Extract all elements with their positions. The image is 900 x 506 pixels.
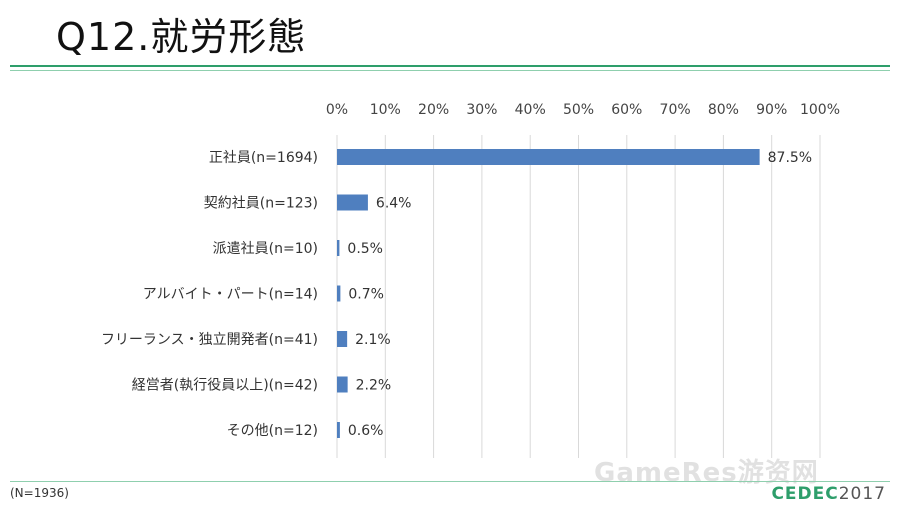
title-divider-thin	[10, 70, 890, 71]
category-label: 派遣社員(n=10)	[213, 241, 318, 257]
bar	[337, 422, 340, 438]
data-label: 2.1%	[355, 332, 391, 348]
data-label: 0.5%	[347, 241, 383, 257]
category-label: フリーランス・独立開発者(n=41)	[101, 332, 318, 348]
category-label: 契約社員(n=123)	[204, 196, 318, 212]
x-tick-label: 20%	[418, 102, 449, 118]
bar	[337, 331, 348, 347]
sample-size-note: (N=1936)	[10, 486, 69, 500]
watermark: GameRes游资网	[594, 458, 819, 488]
category-label: その他(n=12)	[227, 423, 318, 439]
logo-year: 2017	[838, 484, 886, 504]
footer-divider	[10, 481, 890, 482]
bar	[337, 376, 348, 393]
x-tick-label: 10%	[370, 102, 401, 118]
page-title: Q12.就労形態	[56, 15, 307, 59]
bar	[337, 149, 760, 165]
data-label: 0.7%	[348, 287, 384, 303]
x-tick-label: 70%	[660, 102, 691, 118]
data-label: 6.4%	[376, 196, 412, 212]
data-label: 0.6%	[348, 423, 384, 439]
title-divider	[10, 65, 890, 67]
x-tick-label: 90%	[756, 102, 787, 118]
data-label: 87.5%	[768, 150, 812, 166]
x-tick-label: 80%	[708, 102, 739, 118]
bar	[337, 240, 340, 256]
x-tick-label: 50%	[563, 102, 594, 118]
bar	[337, 194, 368, 211]
x-tick-label: 100%	[800, 102, 840, 118]
data-label: 2.2%	[356, 378, 392, 394]
category-label: 経営者(執行役員以上)(n=42)	[132, 378, 318, 394]
x-tick-label: 0%	[326, 102, 348, 118]
x-tick-label: 30%	[466, 102, 497, 118]
category-label: アルバイト・パート(n=14)	[143, 287, 318, 303]
logo-text: CEDEC	[771, 484, 839, 504]
bar	[337, 285, 341, 302]
x-tick-label: 40%	[515, 102, 546, 118]
category-label: 正社員(n=1694)	[209, 150, 318, 166]
x-tick-label: 60%	[611, 102, 642, 118]
cedec-logo: CEDEC2017	[771, 484, 886, 504]
bar-chart: 0% 10% 20% 30% 40% 50% 60% 70% 80% 90% 100% 正社員(n=1…	[101, 102, 840, 458]
